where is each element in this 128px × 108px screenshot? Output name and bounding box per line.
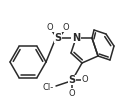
Text: O: O xyxy=(63,22,69,32)
Text: O: O xyxy=(47,22,53,32)
Text: Cl-: Cl- xyxy=(43,83,54,91)
Text: O: O xyxy=(69,88,75,98)
Text: N: N xyxy=(72,33,80,43)
Text: S: S xyxy=(68,75,76,85)
Text: O: O xyxy=(82,75,88,84)
Text: S: S xyxy=(54,33,62,43)
